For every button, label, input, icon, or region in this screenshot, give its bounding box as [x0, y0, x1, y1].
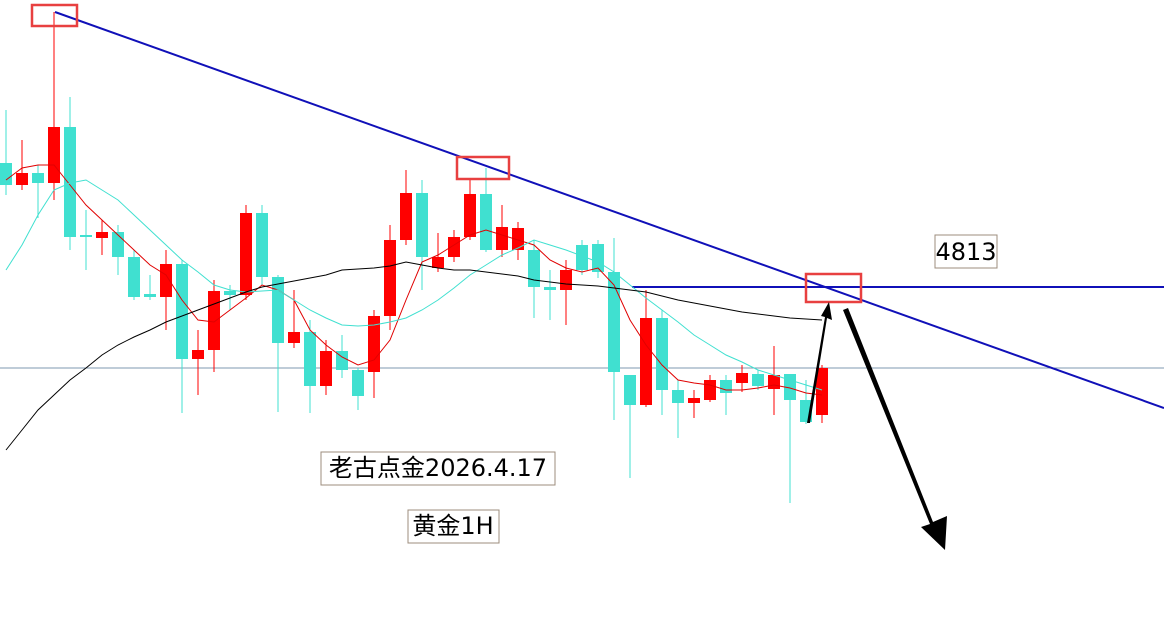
- candle-body: [208, 291, 220, 350]
- candle-body: [256, 213, 268, 277]
- down-arrow: [843, 308, 947, 550]
- highlight-box: [804, 272, 863, 304]
- highlight-box: [30, 3, 79, 28]
- candle-body: [816, 368, 828, 415]
- candle-body: [512, 228, 524, 250]
- candle-body: [352, 370, 364, 396]
- candle-body: [320, 351, 332, 386]
- candle-body: [224, 291, 236, 295]
- candle-body: [288, 332, 300, 343]
- candle-body: [160, 264, 172, 297]
- up-arrow: [807, 302, 832, 423]
- candle-body: [368, 316, 380, 372]
- candle-body: [272, 277, 284, 343]
- candle-body: [176, 264, 188, 359]
- candle-body: [672, 390, 684, 403]
- candle-body: [704, 380, 716, 400]
- candle-body: [768, 375, 780, 389]
- candle-body: [544, 287, 556, 290]
- candle-body: [576, 245, 588, 270]
- highlight-box: [455, 155, 511, 181]
- candle-body: [384, 240, 396, 316]
- candle-body: [304, 332, 316, 386]
- candle-body: [656, 318, 668, 390]
- candle-body: [240, 213, 252, 295]
- candle-body: [448, 237, 460, 257]
- candle-body: [736, 373, 748, 383]
- candle-body: [640, 318, 652, 405]
- candle-body: [400, 193, 412, 240]
- candle-body: [528, 250, 540, 287]
- moving-average: [5, 261, 823, 451]
- candle-body: [752, 374, 764, 386]
- candle-body: [48, 127, 60, 183]
- label-box: [320, 451, 556, 486]
- candle-body: [688, 398, 700, 403]
- moving-average: [5, 179, 823, 391]
- level-label: 4813: [935, 238, 996, 266]
- candle-body: [608, 272, 620, 372]
- author-label: 老古点金2026.4.17: [329, 454, 547, 482]
- candle-body: [464, 194, 476, 237]
- candle-body: [624, 375, 636, 405]
- candle-body: [592, 244, 604, 272]
- candle-body: [96, 232, 108, 238]
- candle-body: [336, 351, 348, 370]
- candle-body: [192, 350, 204, 359]
- label-box: [407, 509, 500, 544]
- candle-body: [0, 163, 12, 185]
- moving-average: [5, 164, 823, 396]
- candle-body: [144, 294, 156, 297]
- symbol-label: 黄金1H: [412, 512, 493, 540]
- candle-body: [720, 380, 732, 393]
- candle-body: [496, 227, 508, 250]
- candle-body: [112, 232, 124, 257]
- candle-body: [560, 270, 572, 290]
- candle-body: [80, 235, 92, 237]
- candle-body: [16, 173, 28, 185]
- candle-body: [128, 257, 140, 297]
- candle-body: [432, 257, 444, 268]
- candle-body: [32, 173, 44, 183]
- candle-body: [64, 127, 76, 237]
- trend-line: [54, 11, 1164, 409]
- label-box: [934, 234, 998, 269]
- candle-body: [480, 194, 492, 250]
- candle-body: [416, 193, 428, 257]
